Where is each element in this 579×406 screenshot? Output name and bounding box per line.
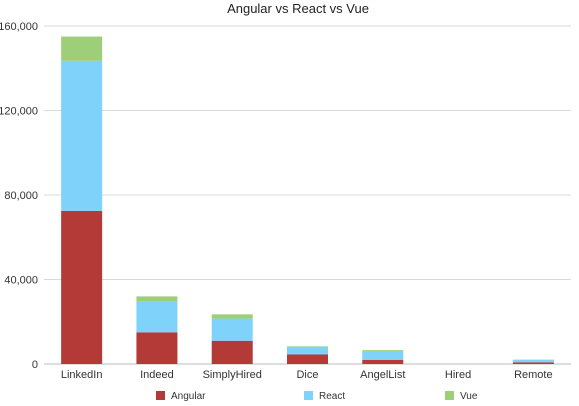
y-tick-label-0: 0 <box>32 359 38 371</box>
x-tick-label-5: Hired <box>445 369 471 381</box>
bar-angellist-react <box>362 350 404 360</box>
bar-indeed-react <box>136 301 178 333</box>
legend-swatch-angular <box>156 391 165 400</box>
y-tick-label-3: 120,000 <box>0 106 38 118</box>
y-tick-label-4: 160,000 <box>0 21 38 33</box>
x-tick-label-6: Remote <box>514 369 553 381</box>
gridlines <box>44 25 571 365</box>
bar-linkedin-react <box>61 60 103 211</box>
bar-simplyhired-react <box>211 318 253 341</box>
legend-swatch-react <box>304 391 313 400</box>
bar-linkedin-vue <box>61 36 103 61</box>
x-tick-label-0: LinkedIn <box>61 369 103 381</box>
y-tick-label-2: 80,000 <box>4 190 38 202</box>
legend-label-react: React <box>319 391 345 402</box>
legend-label-vue: Vue <box>460 391 478 402</box>
bar-simplyhired-vue <box>211 314 253 319</box>
bar-indeed-vue <box>136 296 178 302</box>
bars <box>61 36 554 364</box>
bar-dice-angular <box>287 354 328 364</box>
bar-linkedin-angular <box>61 210 103 364</box>
x-axis: LinkedIn Indeed SimplyHired Dice AngelList Hi… <box>61 369 553 381</box>
bar-angellist-vue <box>362 350 404 351</box>
legend: Angular React Vue <box>156 391 478 402</box>
chart-title: Angular vs React vs Vue <box>227 1 369 16</box>
bar-remote-angular <box>512 362 554 364</box>
bar-indeed-angular <box>136 332 178 364</box>
bar-simplyhired-angular <box>211 340 253 364</box>
x-tick-label-3: Dice <box>296 369 318 381</box>
x-tick-label-2: SimplyHired <box>203 369 262 381</box>
legend-label-angular: Angular <box>171 391 206 402</box>
y-tick-label-1: 40,000 <box>4 275 38 287</box>
y-axis: 0 40,000 80,000 120,000 160,000 <box>0 21 38 371</box>
x-tick-label-4: AngelList <box>360 369 405 381</box>
bar-angellist-angular <box>362 359 404 364</box>
bar-dice-react <box>287 346 328 355</box>
bar-remote-react <box>512 359 554 363</box>
x-tick-label-1: Indeed <box>140 369 174 381</box>
legend-swatch-vue <box>445 391 454 400</box>
